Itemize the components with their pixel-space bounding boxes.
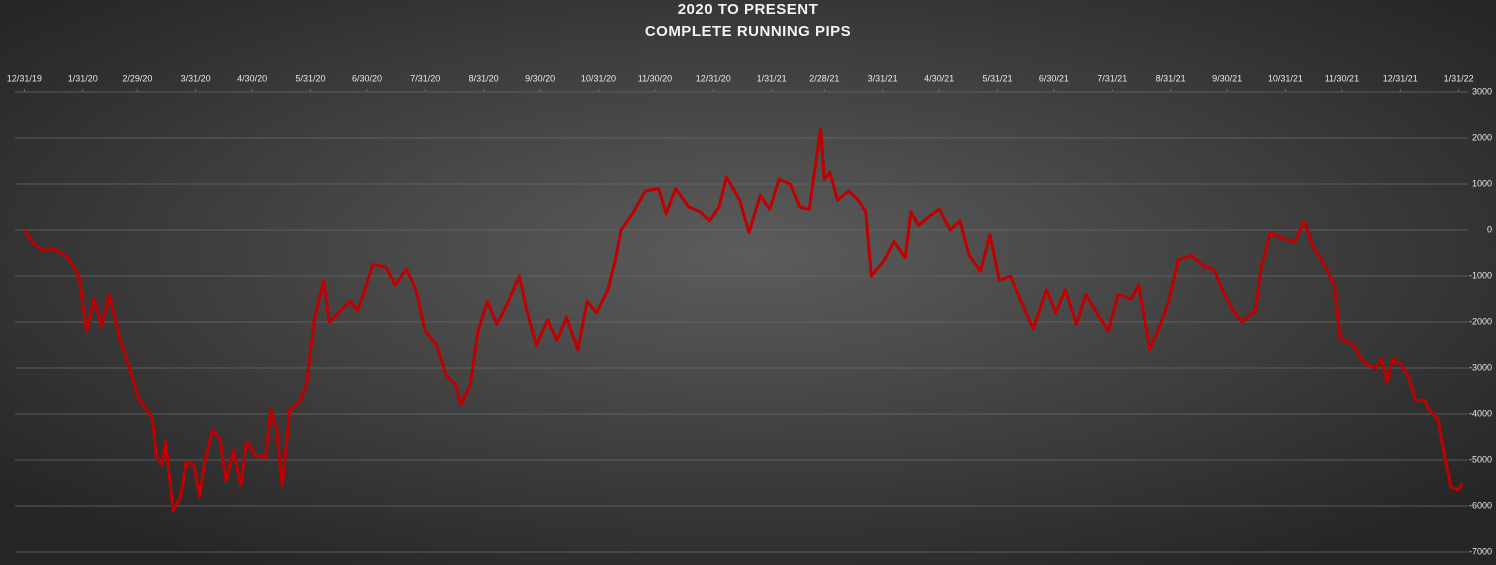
x-tick-label: 11/30/21 <box>1325 73 1359 83</box>
x-tick-label: 6/30/20 <box>352 73 382 83</box>
x-tick-label: 10/31/21 <box>1268 73 1303 83</box>
x-tick-label: 1/31/20 <box>68 73 98 83</box>
x-tick-label: 2/28/21 <box>809 73 839 83</box>
x-tick-label: 3/31/20 <box>181 73 211 83</box>
y-tick-label: -5000 <box>1469 454 1492 464</box>
y-tick-label: -3000 <box>1469 362 1492 372</box>
x-tick-label: 2/29/20 <box>122 73 152 83</box>
x-tick-label: 7/31/20 <box>410 73 440 83</box>
x-tick-label: 12/31/21 <box>1383 73 1418 83</box>
x-tick-label: 6/30/21 <box>1039 73 1069 83</box>
y-tick-label: -4000 <box>1469 408 1492 418</box>
y-tick-label: 0 <box>1487 224 1492 234</box>
x-tick-label: 8/31/20 <box>469 73 499 83</box>
chart-subtitle: COMPLETE RUNNING PIPS <box>645 23 851 40</box>
y-tick-label: 3000 <box>1472 86 1492 96</box>
x-tick-label: 9/30/21 <box>1212 73 1242 83</box>
data-line <box>23 127 1464 513</box>
y-tick-label: -6000 <box>1469 500 1492 510</box>
x-tick-label: 10/31/20 <box>581 73 616 83</box>
y-tick-label: 1000 <box>1472 178 1492 188</box>
y-tick-label: -1000 <box>1469 270 1492 280</box>
x-tick-label: 11/30/20 <box>638 73 672 83</box>
x-tick-label: 5/31/20 <box>295 73 325 83</box>
x-tick-label: 12/31/19 <box>7 73 42 83</box>
y-tick-label: -2000 <box>1469 316 1492 326</box>
x-tick-label: 12/31/20 <box>696 73 731 83</box>
x-tick-label: 7/31/21 <box>1097 73 1127 83</box>
x-tick-label: 1/31/21 <box>757 73 787 83</box>
x-tick-label: 4/30/20 <box>237 73 267 83</box>
chart-title: 2020 TO PRESENT <box>678 1 819 18</box>
y-tick-label: 2000 <box>1472 132 1492 142</box>
x-tick-label: 1/31/22 <box>1444 73 1474 83</box>
plot-area: -7000 -6000 -5000 -4000 -3000 -2000 -1000 0 1000… <box>7 73 1492 556</box>
x-tick-label: 4/30/21 <box>924 73 954 83</box>
x-tick-label: 5/31/21 <box>982 73 1012 83</box>
y-tick-label: -7000 <box>1469 546 1492 556</box>
x-tick-label: 9/30/20 <box>525 73 555 83</box>
x-tick-label: 3/31/21 <box>868 73 898 83</box>
x-tick-label: 8/31/21 <box>1156 73 1186 83</box>
